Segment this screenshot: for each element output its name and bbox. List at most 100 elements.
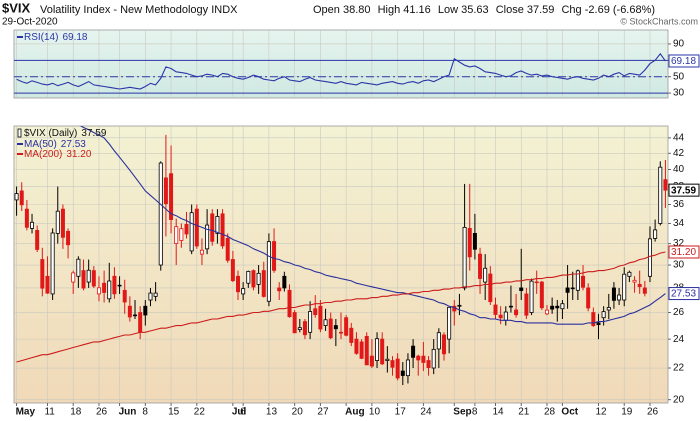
candle-body: [40, 259, 45, 289]
candle-body: [411, 345, 416, 358]
candle-body: [179, 228, 184, 241]
candle-body: [529, 280, 534, 313]
series-last-label: 31.20: [671, 247, 696, 258]
plot-area: [13, 125, 669, 404]
x-tick-label: 12: [595, 407, 607, 418]
candle-body: [534, 281, 539, 284]
candle-body: [246, 270, 251, 284]
candle-body: [24, 208, 29, 228]
quote: Open 38.80 High 41.16 Low 35.63 Close 37…: [313, 4, 655, 16]
candle-body: [107, 280, 112, 300]
candle-body: [60, 208, 65, 238]
candle-body: [478, 253, 483, 279]
candle-body: [426, 360, 431, 368]
candle-body: [637, 284, 642, 288]
legend-value: 37.59: [81, 128, 106, 139]
candle-body: [199, 249, 204, 255]
quote-label: Low: [438, 4, 458, 16]
candle-body: [349, 327, 354, 343]
candle-body: [544, 309, 549, 315]
legend-value: 69.18: [62, 32, 87, 43]
quote-value: 41.16: [403, 4, 431, 16]
y-tick-label: 34: [673, 218, 685, 229]
x-tick-label: 18: [70, 407, 82, 418]
x-tick-label: Oct: [561, 407, 578, 418]
candle-body: [158, 162, 163, 266]
x-tick-label: 15: [168, 407, 180, 418]
x-tick-label: 26: [647, 407, 659, 418]
candle-body: [215, 216, 220, 234]
candle-body: [431, 348, 436, 369]
x-tick-label: 22: [194, 407, 206, 418]
candle-body: [591, 312, 596, 326]
candle-body: [560, 303, 565, 310]
x-tick-label: 24: [420, 407, 432, 418]
candle-body: [127, 305, 132, 318]
candle-body: [91, 270, 96, 287]
legend-entry: RSI(14) 69.18: [24, 32, 88, 43]
candle-body: [364, 335, 369, 366]
candle-body: [169, 173, 174, 220]
candle-body: [617, 294, 622, 301]
series-last-label-box: [668, 54, 700, 68]
candle-body: [405, 359, 410, 377]
candle-body: [462, 227, 467, 289]
x-tick-label: 28: [544, 407, 556, 418]
legend-name: RSI(14): [24, 32, 58, 43]
candle-body: [550, 305, 555, 310]
candle-body: [581, 275, 586, 288]
legend-entry: $VIX (Daily) 37.59: [24, 128, 107, 139]
series-last-label: 69.18: [671, 56, 696, 67]
candle-body: [344, 317, 349, 336]
y-tick-label: 24: [673, 334, 685, 345]
series-line: [16, 251, 666, 363]
candle-body: [138, 312, 143, 333]
series-line: [79, 126, 666, 325]
candle-body: [282, 275, 287, 289]
candle-body: [184, 224, 189, 235]
candle-body: [313, 308, 318, 315]
x-tick-label: 26: [96, 407, 108, 418]
clip-group: [14, 52, 668, 94]
candle-body: [596, 322, 601, 326]
candle-body: [472, 232, 477, 250]
candle-body: [436, 332, 441, 350]
y-tick-label: 90: [673, 39, 685, 50]
candle-body: [380, 338, 385, 365]
candle-body: [230, 259, 235, 282]
y-tick-label: 42: [673, 148, 685, 159]
series-last-label: 27.53: [671, 289, 696, 300]
date: 29-Oct-2020: [2, 17, 58, 28]
candle-body: [210, 213, 215, 242]
plot-area: [13, 29, 669, 99]
candle-body: [416, 355, 421, 361]
quote-value: 37.59: [527, 4, 555, 16]
candle-body: [539, 281, 544, 309]
candle-body: [225, 238, 230, 261]
x-tick-label: Jun: [119, 407, 137, 418]
x-tick-label: Aug: [345, 407, 364, 418]
candle-body: [55, 210, 60, 234]
x-tick-label: Jul: [232, 407, 247, 418]
candle-body: [570, 287, 575, 290]
y-tick-label: 32: [673, 238, 685, 249]
candle-body: [241, 288, 246, 295]
candle-body: [35, 229, 40, 250]
security-name: Volatility Index - New Methodology INDX: [40, 4, 238, 16]
candle-body: [277, 287, 282, 292]
legend-icon: [17, 128, 22, 138]
candle-body: [292, 312, 297, 334]
candle-body: [50, 232, 55, 295]
legend-name: MA(200): [24, 149, 62, 160]
candle-body: [622, 273, 627, 301]
x-tick-label: 17: [395, 407, 407, 418]
candle-body: [375, 338, 380, 361]
candle-body: [447, 306, 452, 340]
legend-name: MA(50): [24, 139, 57, 150]
candle-body: [272, 241, 277, 271]
legend-entry: MA(200) 31.20: [24, 149, 92, 160]
quote-label: High: [378, 4, 401, 16]
x-tick-label: 20: [292, 407, 304, 418]
